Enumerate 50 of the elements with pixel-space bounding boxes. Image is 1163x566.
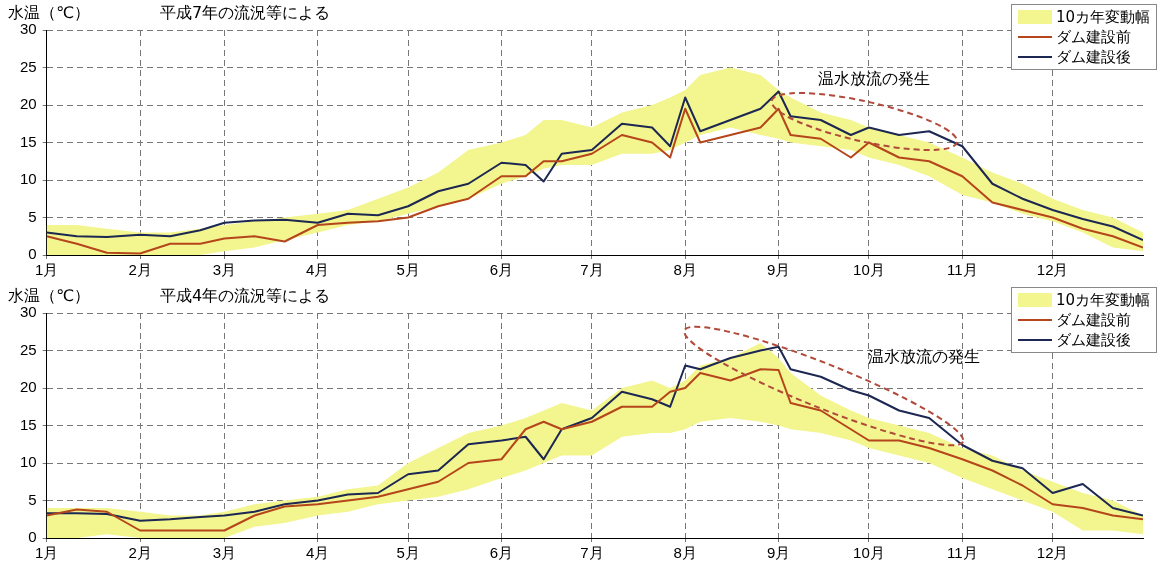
legend-label: ダム建設後	[1055, 47, 1131, 67]
y-tick-label: 0	[28, 245, 37, 263]
legend-label: ダム建設後	[1055, 330, 1131, 350]
y-tick-label: 10	[20, 170, 37, 188]
x-tick-label: 6月	[489, 544, 514, 562]
y-tick-label: 20	[20, 95, 37, 113]
y-tick-label: 15	[20, 132, 37, 150]
legend-label: ダム建設前	[1055, 27, 1131, 47]
x-tick-label: 12月	[1036, 261, 1069, 279]
legend-label: 10カ年変動幅	[1055, 7, 1150, 27]
chart-title: 平成4年の流況等による	[160, 286, 331, 306]
x-tick-label: 10月	[853, 544, 885, 562]
y-tick-label: 10	[20, 453, 37, 471]
x-tick-label: 7月	[580, 261, 604, 279]
x-tick-label: 8月	[673, 261, 697, 279]
y-tick-label: 20	[20, 378, 37, 396]
x-tick-label: 1月	[35, 261, 59, 279]
x-tick-label: 1月	[35, 544, 59, 562]
y-tick-label: 30	[20, 20, 37, 38]
legend-label: 10カ年変動幅	[1055, 290, 1150, 310]
x-tick-label: 11月	[947, 544, 978, 562]
x-tick-label: 5月	[396, 261, 420, 279]
x-tick-label: 9月	[766, 544, 791, 562]
chart-title: 平成7年の流況等による	[160, 3, 331, 23]
annotation: 温水放流の発生	[867, 347, 980, 367]
x-tick-label: 5月	[396, 544, 420, 562]
x-tick-label: 10月	[853, 261, 885, 279]
y-tick-label: 15	[20, 415, 37, 433]
x-tick-label: 3月	[212, 261, 237, 279]
x-tick-label: 2月	[128, 544, 152, 562]
x-tick-label: 4月	[306, 544, 330, 562]
y-tick-label: 0	[28, 528, 37, 546]
legend-label: ダム建設前	[1055, 310, 1131, 330]
x-tick-label: 11月	[947, 261, 978, 279]
y-axis-title: 水温（℃）	[8, 3, 90, 23]
annotation: 温水放流の発生	[818, 68, 931, 88]
y-tick-label: 25	[20, 57, 37, 75]
x-tick-label: 6月	[489, 261, 514, 279]
y-tick-label: 5	[28, 490, 37, 508]
x-tick-label: 3月	[212, 544, 237, 562]
x-tick-label: 8月	[673, 544, 697, 562]
y-tick-label: 25	[20, 340, 37, 358]
y-tick-label: 30	[20, 303, 37, 321]
x-tick-label: 4月	[306, 261, 330, 279]
y-axis-title: 水温（℃）	[8, 286, 90, 306]
y-tick-label: 5	[28, 207, 37, 225]
x-tick-label: 12月	[1036, 544, 1069, 562]
x-tick-label: 7月	[580, 544, 604, 562]
x-tick-label: 2月	[128, 261, 152, 279]
x-tick-label: 9月	[766, 261, 791, 279]
